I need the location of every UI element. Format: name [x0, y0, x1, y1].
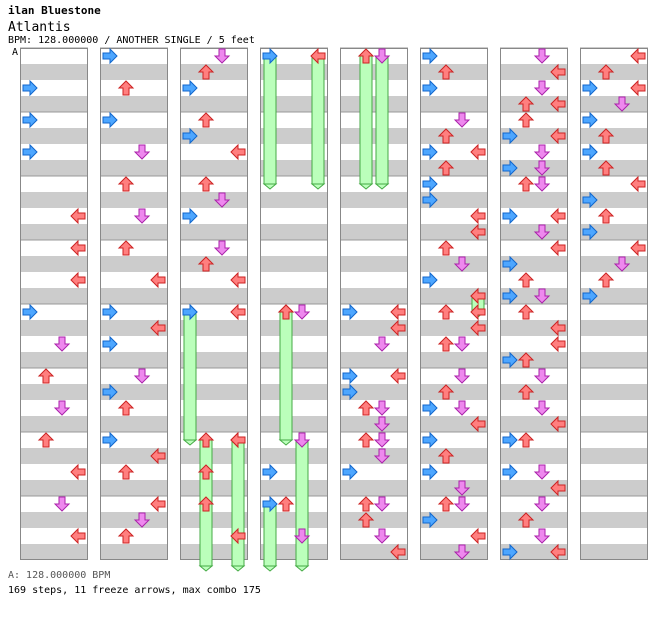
chart-column: [100, 47, 168, 560]
freeze-arrow: [310, 48, 326, 190]
freeze-arrow: [230, 432, 246, 542]
bpm-section-marker: A: [12, 47, 19, 58]
freeze-arrow: [278, 304, 294, 446]
chart-column: [500, 47, 568, 560]
freeze-arrow: [294, 528, 310, 572]
chart-column: [340, 47, 408, 560]
freeze-arrow: [182, 304, 198, 446]
bpm-summary: A: 128.000000 BPM: [8, 570, 111, 581]
freeze-arrow: [262, 48, 278, 190]
freeze-arrow: [230, 528, 246, 572]
freeze-arrow: [262, 496, 278, 572]
step-stats: 169 steps, 11 freeze arrows, max combo 1…: [8, 585, 261, 596]
song-artist: ilan Bluestone: [8, 4, 101, 17]
chart-column: [20, 47, 88, 560]
freeze-arrow: [358, 48, 374, 190]
freeze-arrow: [294, 432, 310, 542]
freeze-arrow: [374, 48, 390, 190]
chart-column: [580, 47, 648, 560]
song-title: Atlantis: [8, 20, 71, 35]
chart-meta: BPM: 128.000000 / ANOTHER SINGLE / 5 fee…: [8, 35, 255, 46]
